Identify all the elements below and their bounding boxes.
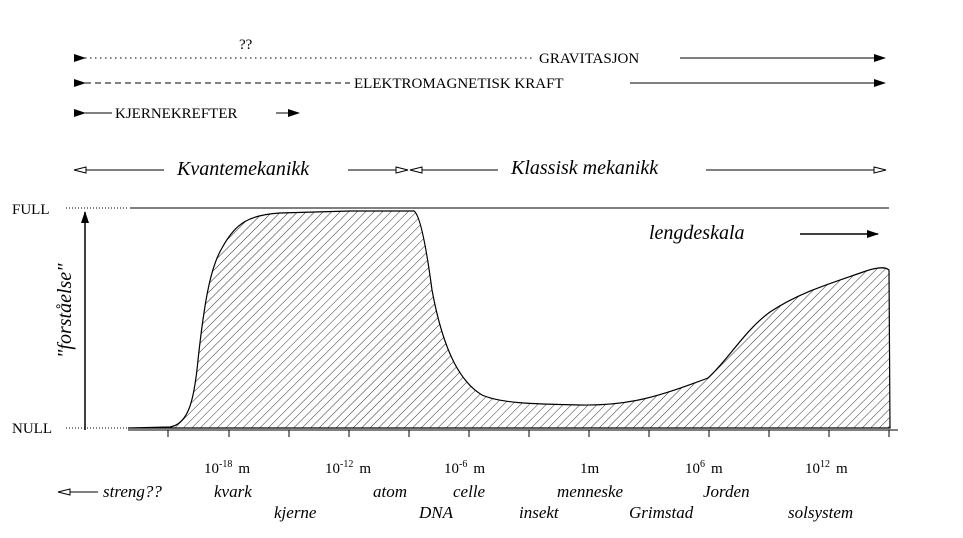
nuclear-label: KJERNEKREFTER — [115, 106, 238, 122]
regimes-section: Kvantemekanikk Klassisk mekanikk — [73, 157, 887, 180]
scale-label: 10-18 m — [204, 459, 250, 477]
classical-mechanics-label: Klassisk mekanikk — [510, 157, 659, 179]
objects-row1: streng?? kvark atom celle menneske Jorde… — [57, 482, 750, 501]
object-cell: celle — [453, 482, 486, 501]
scale-label: 1012 m — [805, 459, 848, 477]
object-dna: DNA — [418, 503, 454, 522]
forces-section: ?? GRAVITASJON ELEKTROMAGNETISK KRAFT KJ… — [74, 37, 886, 122]
x-axis-ticks — [167, 430, 890, 437]
y-null-label: NULL — [12, 421, 52, 437]
gravity-label: GRAVITASJON — [539, 51, 639, 67]
quantum-mechanics-label: Kvantemekanikk — [176, 158, 310, 180]
scale-label: 1m — [580, 461, 600, 477]
y-axis-label: "forståelse" — [54, 263, 76, 358]
object-human: menneske — [557, 482, 624, 501]
scale-label: 10-6 m — [444, 459, 485, 477]
object-string: streng?? — [103, 482, 162, 501]
object-nucleus: kjerne — [274, 503, 317, 522]
scale-labels: 10-18 m 10-12 m 10-6 m 1m 106 m 1012 m — [204, 459, 848, 477]
object-quark: kvark — [214, 482, 252, 501]
electromagnetic-label: ELEKTROMAGNETISK KRAFT — [354, 76, 564, 92]
x-axis-label: lengdeskala — [649, 222, 745, 244]
plot-area: FULL NULL "forståelse" lengdeskala — [12, 202, 898, 437]
scale-label: 106 m — [685, 459, 723, 477]
nuclear-range: KJERNEKREFTER — [74, 106, 300, 122]
y-full-label: FULL — [12, 202, 50, 218]
object-solar-system: solsystem — [788, 503, 853, 522]
objects-row2: kjerne DNA insekt Grimstad solsystem — [274, 503, 853, 522]
electromagnetic-range: ELEKTROMAGNETISK KRAFT — [74, 76, 886, 92]
object-grimstad: Grimstad — [629, 503, 694, 522]
object-insect: insekt — [519, 503, 560, 522]
gravity-range: ?? GRAVITASJON — [74, 37, 886, 67]
gravity-question-label: ?? — [239, 37, 253, 53]
object-earth: Jorden — [703, 482, 750, 501]
scale-label: 10-12 m — [325, 459, 371, 477]
object-atom: atom — [373, 482, 407, 501]
understanding-curve — [127, 210, 891, 429]
